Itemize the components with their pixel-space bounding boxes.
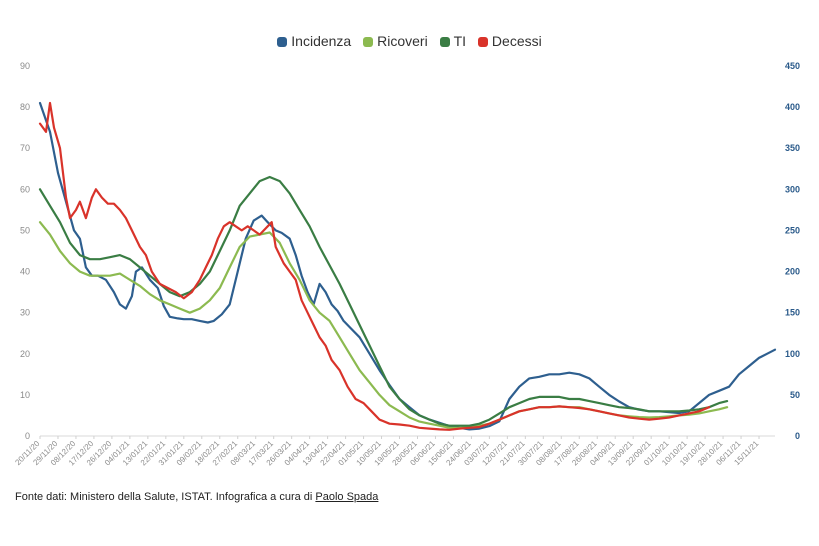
legend-label: Ricoveri — [377, 33, 428, 49]
x-axis: 20/11/2029/11/2008/12/2017/12/2026/12/20… — [13, 436, 761, 467]
legend-item-ricoveri[interactable]: Ricoveri — [363, 33, 428, 49]
y-right-tick-label: 250 — [785, 225, 800, 235]
y-right-tick-label: 450 — [785, 61, 800, 71]
legend-label: TI — [453, 33, 467, 49]
legend-item-incidenza[interactable]: Incidenza — [277, 33, 351, 49]
legend-item-decessi[interactable]: Decessi — [477, 33, 542, 49]
y-left-tick-label: 0 — [25, 431, 30, 441]
series-line-decessi — [38, 101, 711, 431]
legend-label: Incidenza — [291, 33, 352, 49]
y-left-tick-label: 60 — [20, 184, 30, 194]
author-link[interactable]: Paolo Spada — [315, 491, 379, 503]
y-left-tick-label: 90 — [20, 61, 30, 71]
y-left-tick-label: 30 — [20, 308, 30, 318]
chart-legend: Incidenza Ricoveri TI Decessi — [0, 33, 819, 49]
y-left-tick-label: 20 — [20, 349, 30, 359]
legend-item-ti[interactable]: TI — [439, 33, 467, 49]
y-left-tick-label: 40 — [20, 267, 30, 277]
y-axis-left: 0 10 20 30 40 50 60 70 80 90 — [20, 61, 30, 441]
series-lines — [38, 101, 777, 431]
y-left-tick-label: 70 — [20, 143, 30, 153]
legend-swatch-ti — [439, 37, 450, 47]
y-right-tick-label: 0 — [795, 431, 800, 441]
y-right-tick-label: 400 — [785, 102, 800, 112]
y-right-tick-label: 50 — [790, 390, 800, 400]
legend-swatch-ricoveri — [363, 37, 374, 47]
y-right-tick-label: 150 — [785, 308, 800, 318]
series-line-ti — [38, 175, 729, 427]
y-right-tick-label: 100 — [785, 349, 800, 359]
y-axis-right: 0 50 100 150 200 250 300 350 400 450 — [785, 61, 800, 441]
legend-swatch-incidenza — [277, 37, 288, 47]
legend-label: Decessi — [491, 33, 542, 49]
y-left-tick-label: 80 — [20, 102, 30, 112]
y-left-tick-label: 10 — [20, 390, 30, 400]
legend-swatch-decessi — [477, 37, 488, 47]
y-right-tick-label: 350 — [785, 143, 800, 153]
source-footer: Fonte dati: Ministero della Salute, ISTA… — [15, 491, 378, 503]
y-right-tick-label: 300 — [785, 184, 800, 194]
y-left-tick-label: 50 — [20, 225, 30, 235]
source-text: Fonte dati: Ministero della Salute, ISTA… — [15, 491, 316, 503]
y-right-tick-label: 200 — [785, 267, 800, 277]
